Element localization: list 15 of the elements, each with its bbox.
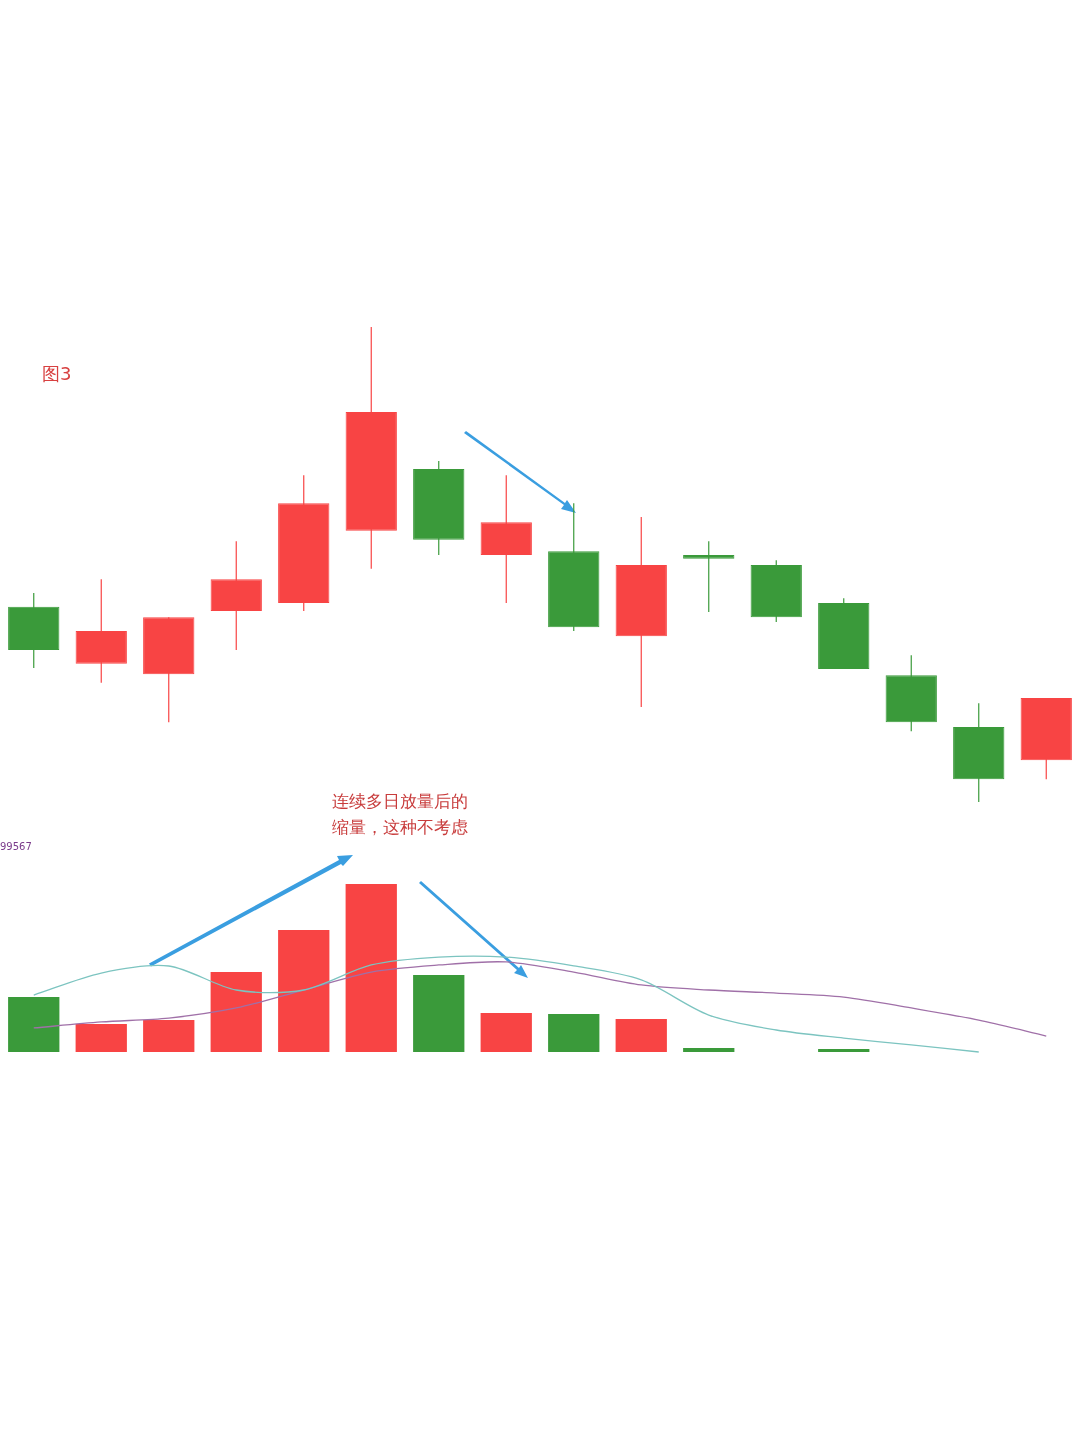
bar [210, 972, 262, 1052]
bar [480, 1013, 532, 1052]
bar [75, 1023, 127, 1052]
bar [345, 884, 397, 1052]
bar [683, 1047, 735, 1052]
candlestick [683, 540, 735, 613]
bar [278, 930, 330, 1052]
text: 99567 [0, 841, 32, 852]
text: 图3 [42, 362, 72, 386]
bar [615, 1019, 667, 1052]
annotation: 连续多日放量后的缩量，这种不考虑 [332, 790, 469, 839]
bar [8, 997, 60, 1052]
bar [548, 1014, 600, 1052]
bar [818, 1048, 870, 1052]
bar [143, 1020, 195, 1052]
